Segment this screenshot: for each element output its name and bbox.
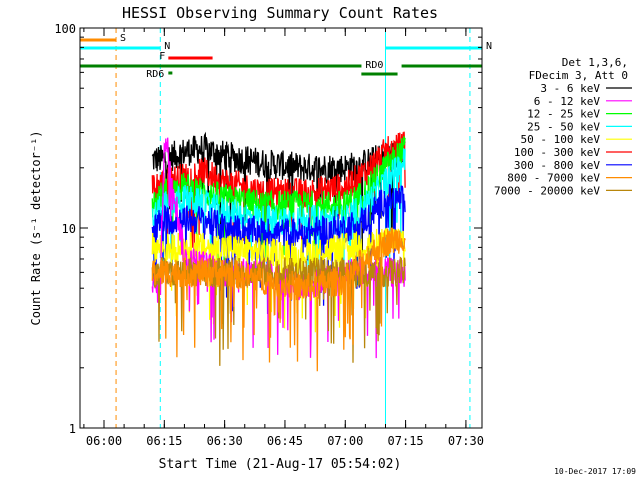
y-tick-label-1: 10 <box>62 222 76 236</box>
legend-label-0: 3 - 6 keV <box>540 82 600 95</box>
flag-label-5: RD6 <box>146 69 164 80</box>
legend-header-0: Det 1,3,6, <box>562 56 628 69</box>
x-axis-label: Start Time (21-Aug-17 05:54:02) <box>159 457 402 472</box>
legend-label-5: 100 - 300 keV <box>514 146 600 159</box>
x-tick-label-6: 07:30 <box>448 434 484 448</box>
legend-header-1: FDecim 3, Att 0 <box>529 69 628 82</box>
y-axis-label: Count Rate (s⁻¹ detector⁻¹) <box>29 130 43 325</box>
series-layer <box>151 131 406 372</box>
legend-label-1: 6 - 12 keV <box>534 95 601 108</box>
chart-title: HESSI Observing Summary Count Rates <box>122 4 438 22</box>
footer-timestamp: 10-Dec-2017 17:09 <box>554 467 636 476</box>
series-line-800-7000-keV <box>151 227 406 372</box>
flag-label-0: S <box>120 33 126 44</box>
flag-label-2: N <box>486 41 492 52</box>
x-tick-label-0: 06:00 <box>86 434 122 448</box>
x-tick-label-4: 07:00 <box>327 434 363 448</box>
x-tick-label-1: 06:15 <box>146 434 182 448</box>
legend-label-6: 300 - 800 keV <box>514 159 600 172</box>
legend-label-7: 800 - 7000 keV <box>507 172 600 185</box>
x-tick-label-3: 06:45 <box>267 434 303 448</box>
series-line-300-800-keV <box>151 183 406 323</box>
y-tick-label-0: 1 <box>69 422 76 436</box>
legend-label-3: 25 - 50 keV <box>527 120 600 133</box>
flag-label-4: RD0 <box>365 60 383 71</box>
x-tick-label-5: 07:15 <box>388 434 424 448</box>
legend-label-8: 7000 - 20000 keV <box>494 184 600 197</box>
y-tick-label-2: 100 <box>54 22 76 36</box>
flag-label-3: F <box>159 51 165 62</box>
x-tick-label-2: 06:30 <box>207 434 243 448</box>
legend-label-4: 50 - 100 keV <box>521 133 601 146</box>
legend-label-2: 12 - 25 keV <box>527 108 600 121</box>
axis-layer: 06:00 06:15 06:30 06:45 07:00 07:15 07:30 1 10 10… <box>54 22 484 448</box>
flag-label-1: N <box>164 41 170 52</box>
